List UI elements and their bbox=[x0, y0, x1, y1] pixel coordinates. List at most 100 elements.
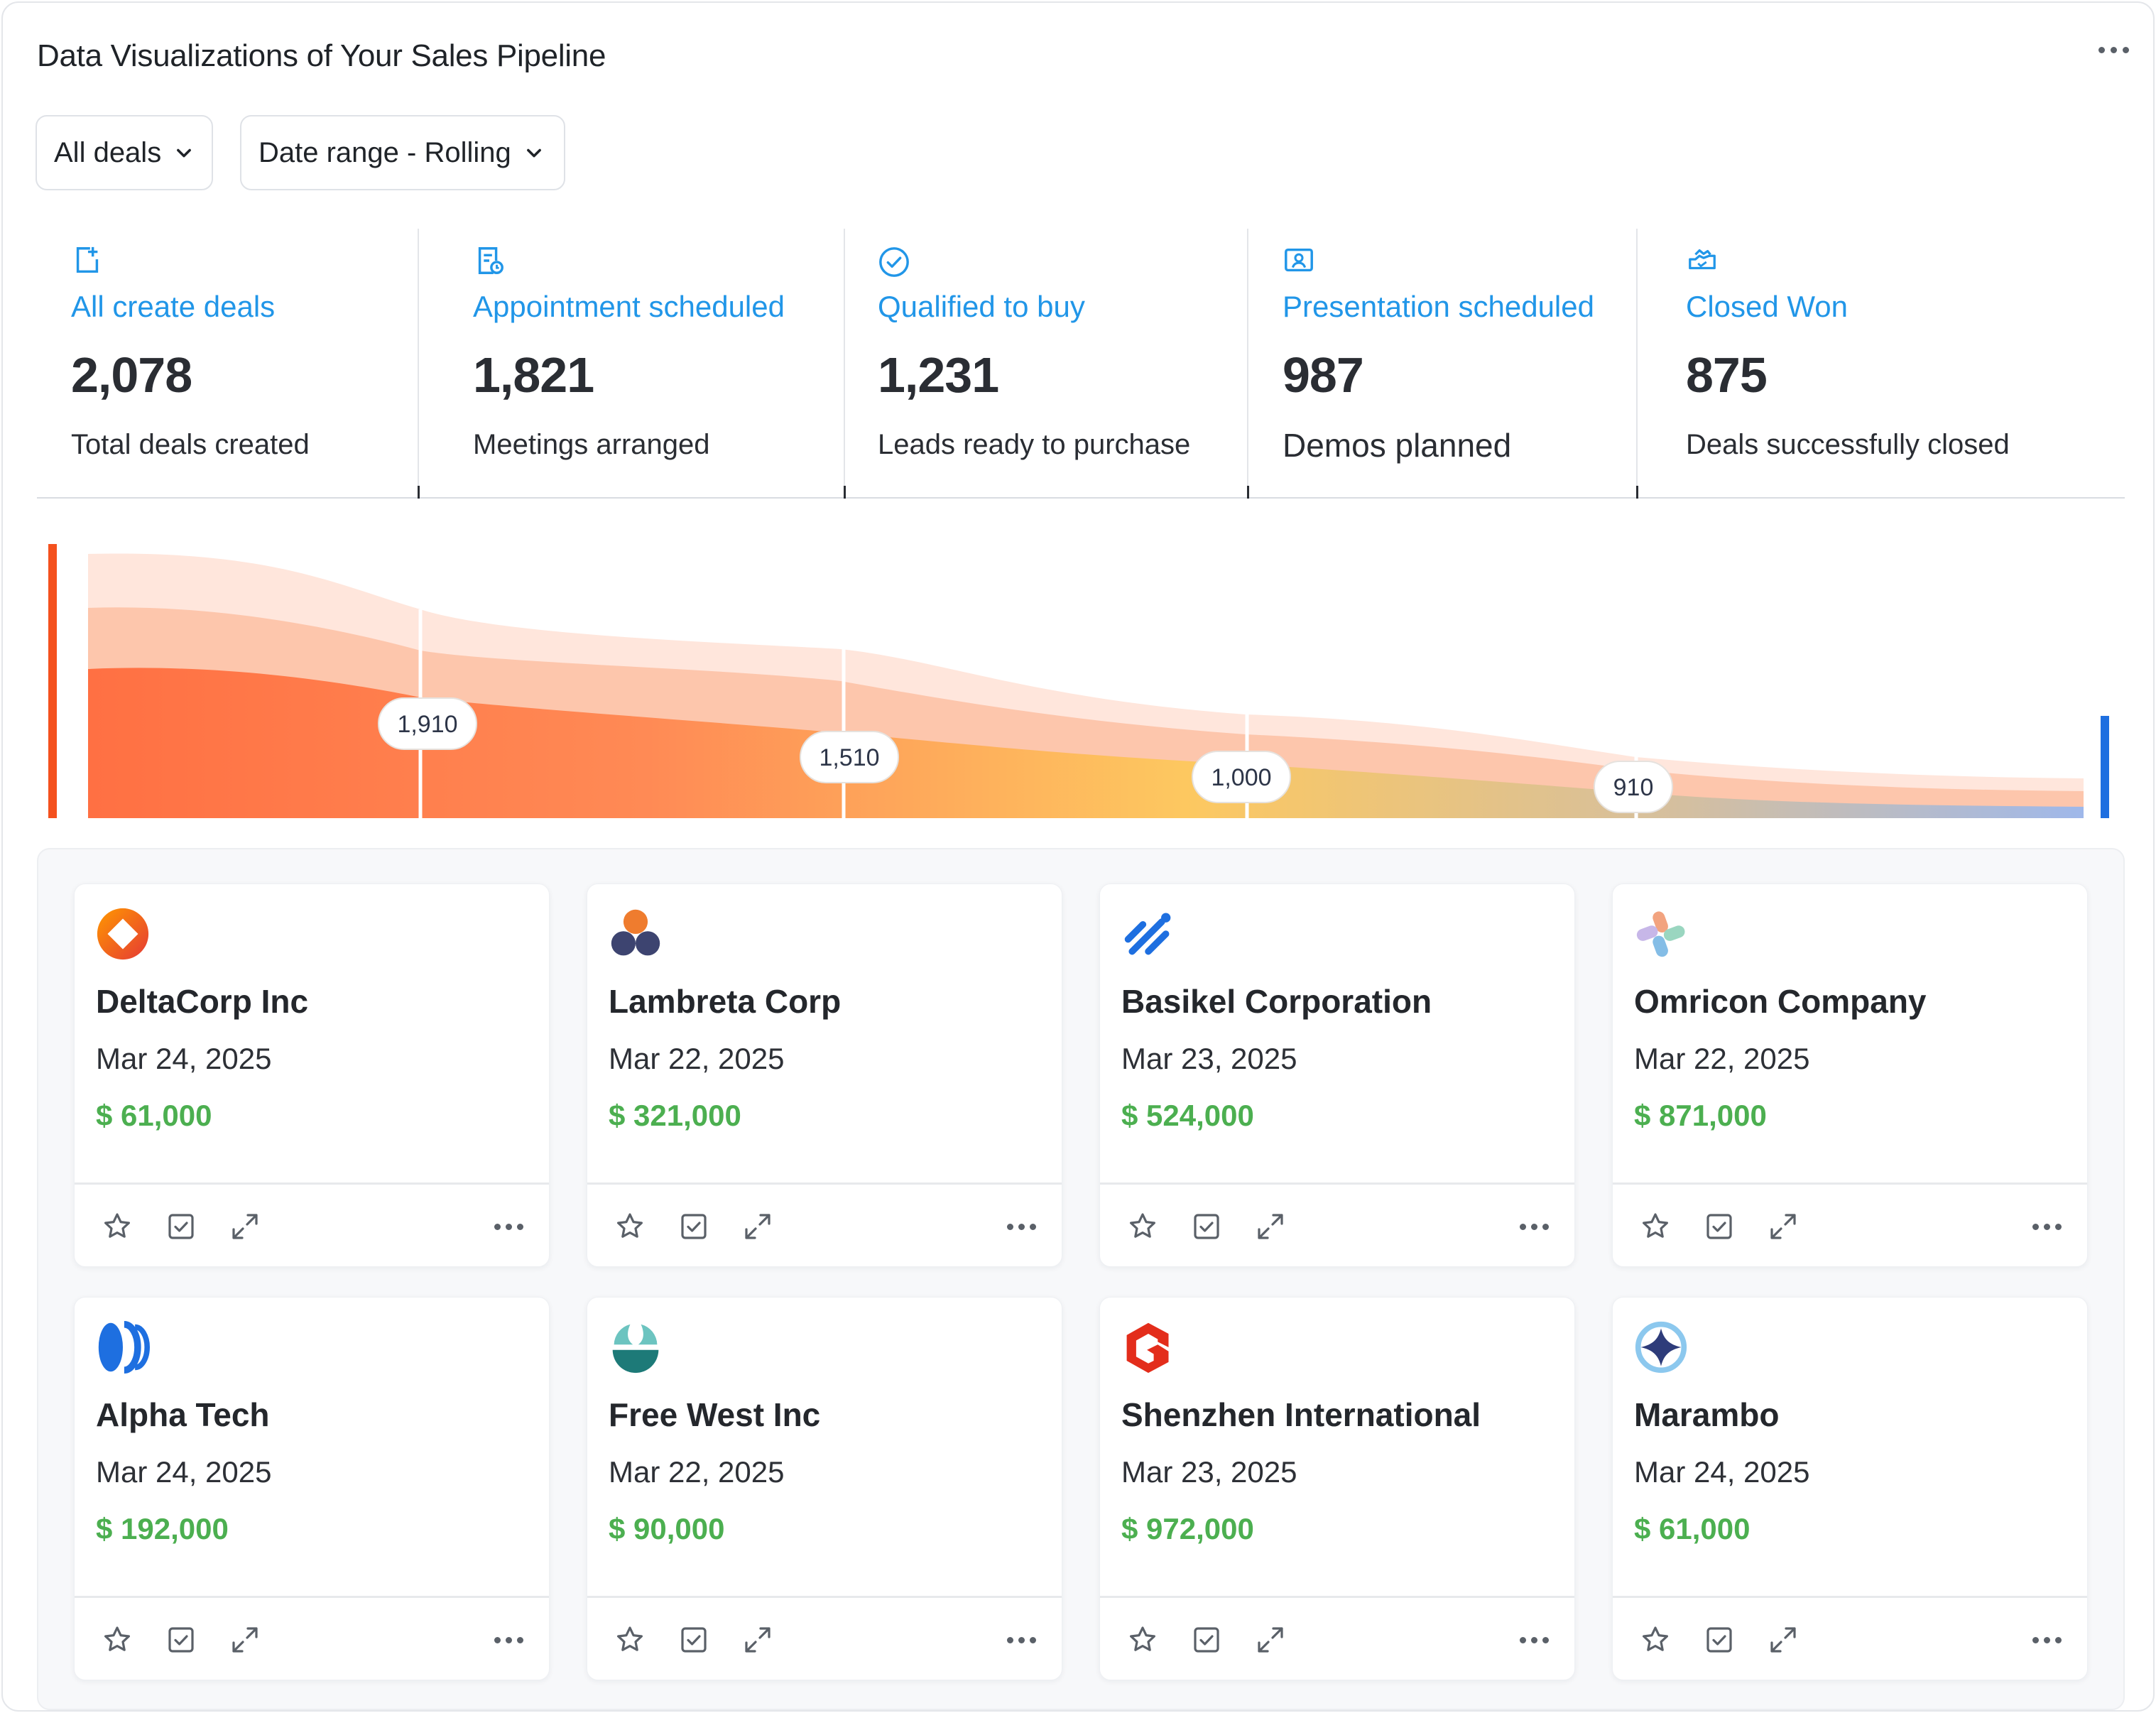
star-icon[interactable] bbox=[613, 1623, 647, 1657]
more-horizontal-icon[interactable] bbox=[2032, 1637, 2062, 1643]
deal-date: Mar 22, 2025 bbox=[609, 1042, 785, 1075]
marker-pill bbox=[1594, 761, 1673, 813]
deltacorp-logo bbox=[96, 907, 150, 961]
checkbox-icon[interactable] bbox=[1189, 1623, 1224, 1657]
stage-value: 987 bbox=[1283, 347, 1364, 403]
expand-icon[interactable] bbox=[741, 1209, 775, 1244]
checkbox-icon[interactable] bbox=[1702, 1623, 1736, 1657]
pipeline-stages: All create deals 2,078 Total deals creat… bbox=[37, 229, 2125, 499]
more-horizontal-icon[interactable] bbox=[2098, 47, 2129, 53]
shenzhen-logo bbox=[1121, 1320, 1175, 1374]
funnel-value-marker: 1,910 bbox=[378, 697, 477, 750]
marker-pill bbox=[1192, 751, 1291, 803]
star-icon[interactable] bbox=[1126, 1209, 1160, 1244]
deal-card[interactable]: Free West Inc Mar 22, 2025 $ 90,000 bbox=[587, 1297, 1062, 1680]
deal-amount: $ 61,000 bbox=[96, 1099, 212, 1132]
star-icon[interactable] bbox=[100, 1209, 134, 1244]
deal-amount: $ 321,000 bbox=[609, 1099, 741, 1132]
stage-description: Leads ready to purchase bbox=[878, 429, 1191, 460]
more-horizontal-icon[interactable] bbox=[1520, 1637, 1549, 1643]
stage-all-create-deals[interactable]: All create deals 2,078 Total deals creat… bbox=[37, 229, 418, 499]
all-deals-dropdown[interactable]: All deals bbox=[36, 115, 213, 190]
checkbox-icon[interactable] bbox=[1189, 1209, 1224, 1244]
funnel-value-marker: 1,510 bbox=[800, 731, 899, 783]
freewest-logo bbox=[609, 1320, 663, 1374]
deal-name: Lambreta Corp bbox=[609, 983, 842, 1020]
star-icon[interactable] bbox=[100, 1623, 134, 1657]
date-range-dropdown[interactable]: Date range - Rolling bbox=[240, 115, 565, 190]
more-horizontal-icon[interactable] bbox=[1007, 1637, 1036, 1643]
stage-value: 1,821 bbox=[473, 347, 594, 403]
basikel-logo bbox=[1121, 907, 1175, 961]
deal-card[interactable]: Marambo Mar 24, 2025 $ 61,000 bbox=[1612, 1297, 2088, 1680]
more-horizontal-icon[interactable] bbox=[1007, 1224, 1036, 1230]
deal-date: Mar 22, 2025 bbox=[609, 1455, 785, 1489]
stage-tick bbox=[1247, 486, 1249, 499]
expand-icon[interactable] bbox=[1253, 1209, 1287, 1244]
marker-label: 910 bbox=[1613, 774, 1654, 801]
more-horizontal-icon[interactable] bbox=[1520, 1224, 1549, 1230]
stage-appointment-scheduled[interactable]: Appointment scheduled 1,821 Meetings arr… bbox=[418, 229, 844, 499]
deal-date: Mar 22, 2025 bbox=[1634, 1042, 1810, 1075]
deal-name: Alpha Tech bbox=[96, 1396, 270, 1433]
more-horizontal-icon[interactable] bbox=[2032, 1224, 2062, 1230]
expand-icon[interactable] bbox=[741, 1623, 775, 1657]
more-horizontal-icon[interactable] bbox=[494, 1224, 523, 1230]
marker-label: 1,910 bbox=[397, 711, 457, 738]
card-divider bbox=[1100, 1596, 1574, 1598]
deal-card[interactable]: DeltaCorp Inc Mar 24, 2025 $ 61,000 bbox=[74, 883, 550, 1267]
checkbox-icon[interactable] bbox=[1702, 1209, 1736, 1244]
funnel-value-marker: 1,000 bbox=[1192, 751, 1291, 803]
stage-description: Demos planned bbox=[1283, 427, 1512, 464]
deals-grid: DeltaCorp Inc Mar 24, 2025 $ 61,000 Lamb… bbox=[37, 848, 2125, 1710]
stage-presentation-scheduled[interactable]: Presentation scheduled 987 Demos planned bbox=[1247, 229, 1636, 499]
checkbox-icon[interactable] bbox=[164, 1623, 198, 1657]
card-divider bbox=[1613, 1596, 2087, 1598]
checkbox-icon[interactable] bbox=[677, 1209, 711, 1244]
marker-pill bbox=[800, 731, 899, 783]
page-title: Data Visualizations of Your Sales Pipeli… bbox=[37, 38, 606, 73]
deal-card[interactable]: Lambreta Corp Mar 22, 2025 $ 321,000 bbox=[587, 883, 1062, 1267]
stage-label: Appointment scheduled bbox=[473, 290, 785, 323]
funnel-value-marker: 910 bbox=[1594, 761, 1673, 813]
star-icon[interactable] bbox=[1638, 1623, 1672, 1657]
omricon-logo bbox=[1634, 907, 1688, 961]
stage-qualified-to-buy[interactable]: Qualified to buy 1,231 Leads ready to pu… bbox=[844, 229, 1247, 499]
star-icon[interactable] bbox=[1126, 1623, 1160, 1657]
stage-divider bbox=[1636, 229, 1638, 499]
expand-icon[interactable] bbox=[228, 1209, 262, 1244]
deal-card[interactable]: Alpha Tech Mar 24, 2025 $ 192,000 bbox=[74, 1297, 550, 1680]
lambreta-logo bbox=[609, 907, 663, 961]
deal-card[interactable]: Omricon Company Mar 22, 2025 $ 871,000 bbox=[1612, 883, 2088, 1267]
expand-icon[interactable] bbox=[1253, 1623, 1287, 1657]
stage-value: 1,231 bbox=[878, 347, 999, 403]
deal-card[interactable]: Shenzhen International Mar 23, 2025 $ 97… bbox=[1099, 1297, 1575, 1680]
deal-card[interactable]: Basikel Corporation Mar 23, 2025 $ 524,0… bbox=[1099, 883, 1575, 1267]
checkbox-icon[interactable] bbox=[164, 1209, 198, 1244]
deal-amount: $ 90,000 bbox=[609, 1512, 725, 1545]
pipeline-funnel-chart: 1,910 1,510 1,000 910 bbox=[48, 544, 2109, 818]
stage-divider bbox=[1247, 229, 1248, 499]
star-icon[interactable] bbox=[1638, 1209, 1672, 1244]
stage-label: All create deals bbox=[71, 290, 276, 323]
deal-name: Free West Inc bbox=[609, 1396, 821, 1433]
check-circle-icon bbox=[879, 247, 909, 277]
expand-icon[interactable] bbox=[228, 1623, 262, 1657]
card-divider bbox=[587, 1596, 1062, 1598]
stages-baseline bbox=[37, 497, 2125, 499]
checkbox-icon[interactable] bbox=[677, 1623, 711, 1657]
more-horizontal-icon[interactable] bbox=[494, 1637, 523, 1643]
stage-label: Qualified to buy bbox=[878, 290, 1085, 323]
marker-label: 1,000 bbox=[1211, 764, 1271, 791]
star-icon[interactable] bbox=[613, 1209, 647, 1244]
funnel-layer-inner bbox=[88, 668, 2084, 818]
expand-icon[interactable] bbox=[1766, 1623, 1800, 1657]
stage-value: 875 bbox=[1686, 347, 1768, 403]
stage-tick bbox=[418, 486, 420, 499]
expand-icon[interactable] bbox=[1766, 1209, 1800, 1244]
stage-closed-won[interactable]: Closed Won 875 Deals successfully closed bbox=[1636, 229, 2125, 499]
chevron-down-icon bbox=[177, 148, 192, 158]
card-divider bbox=[1613, 1182, 2087, 1185]
deal-date: Mar 23, 2025 bbox=[1121, 1455, 1297, 1489]
